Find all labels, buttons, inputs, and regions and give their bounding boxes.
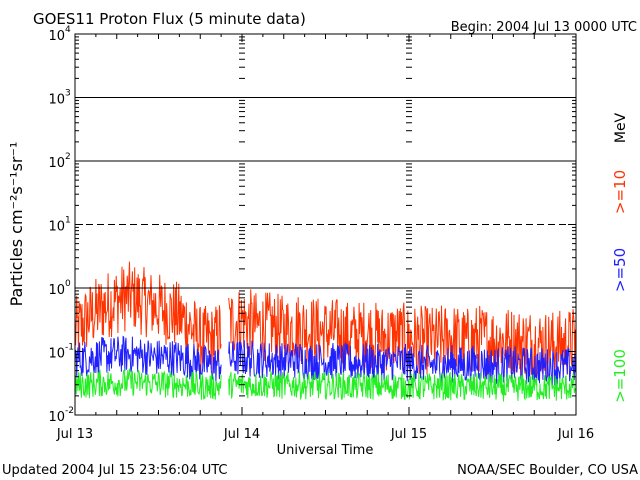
y-tick-exponent: 2 — [65, 152, 71, 162]
x-tick-label: Jul 15 — [390, 427, 427, 442]
y-tick-label: 10 — [48, 29, 65, 44]
y-tick-exponent: 4 — [65, 25, 71, 35]
y-tick-label: 10 — [48, 410, 65, 425]
y-tick-exponent: -1 — [65, 343, 74, 353]
x-axis-ticks: Jul 13 Jul 14 Jul 15 Jul 16 — [56, 34, 594, 442]
series-line — [74, 335, 576, 386]
x-axis-label: Universal Time — [277, 443, 374, 458]
plot-frame — [74, 33, 577, 416]
chart-title: GOES11 Proton Flux (5 minute data) — [33, 10, 306, 28]
y-tick-label: 10 — [48, 283, 65, 298]
y-axis-label: Particles cm⁻²s⁻¹sr⁻¹ — [7, 142, 26, 307]
begin-label: Begin: 2004 Jul 13 0000 UTC — [451, 20, 637, 35]
legend-unit: MeV — [613, 112, 629, 143]
threshold-lines — [75, 97, 576, 289]
y-tick-exponent: 1 — [65, 216, 71, 226]
series-layer — [74, 261, 576, 402]
legend: >=10 >=50 >=100 — [611, 170, 629, 403]
y-tick-exponent: -2 — [65, 406, 74, 416]
updated-label: Updated 2004 Jul 15 23:56:04 UTC — [2, 463, 227, 478]
series-line — [74, 261, 576, 379]
legend-entry: >=100 — [611, 349, 629, 403]
x-tick-label: Jul 13 — [56, 427, 93, 442]
source-label: NOAA/SEC Boulder, CO USA — [457, 463, 638, 478]
legend-entry: >=10 — [611, 170, 629, 214]
y-tick-label: 10 — [48, 220, 65, 235]
legend-entry: >=50 — [611, 248, 629, 292]
x-tick-label: Jul 14 — [223, 427, 260, 442]
y-tick-label: 10 — [48, 156, 65, 171]
series-line — [74, 368, 576, 402]
y-tick-exponent: 0 — [65, 279, 71, 289]
y-tick-label: 10 — [48, 93, 65, 108]
y-tick-label: 10 — [48, 347, 65, 362]
x-tick-label: Jul 16 — [557, 427, 594, 442]
y-tick-exponent: 3 — [65, 89, 71, 99]
